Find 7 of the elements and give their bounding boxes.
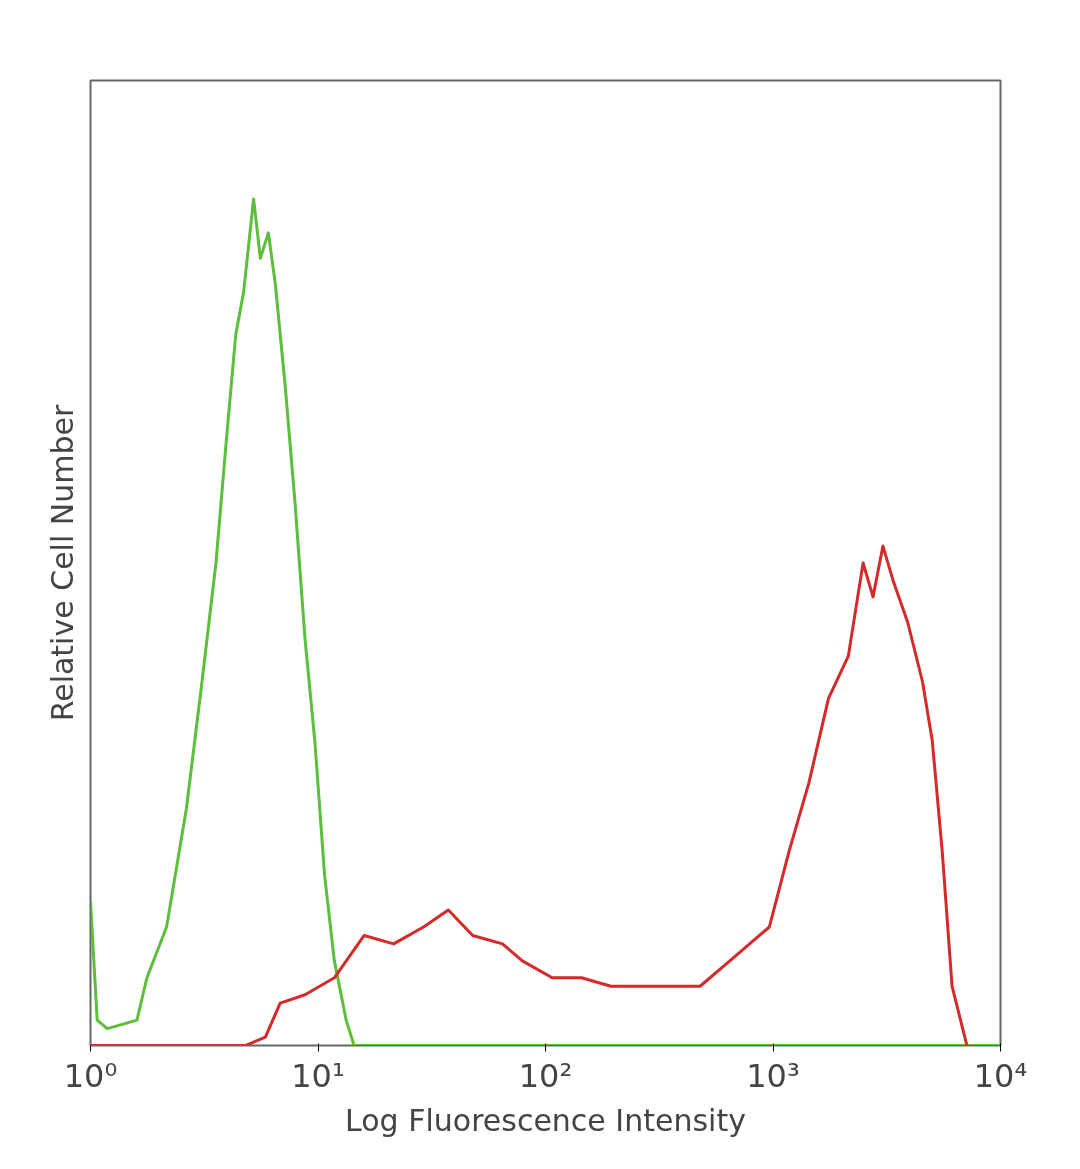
x-tick-label: 10³ [746, 1056, 800, 1095]
y-axis-title: Relative Cell Number [44, 404, 80, 722]
x-tick-label: 10¹ [291, 1056, 345, 1095]
x-tick-label: 10⁴ [973, 1056, 1028, 1095]
x-tick-label: 10² [518, 1056, 573, 1095]
x-tick-label: 10⁰ [63, 1056, 118, 1095]
x-axis-title: Log Fluorescence Intensity [345, 1102, 746, 1138]
